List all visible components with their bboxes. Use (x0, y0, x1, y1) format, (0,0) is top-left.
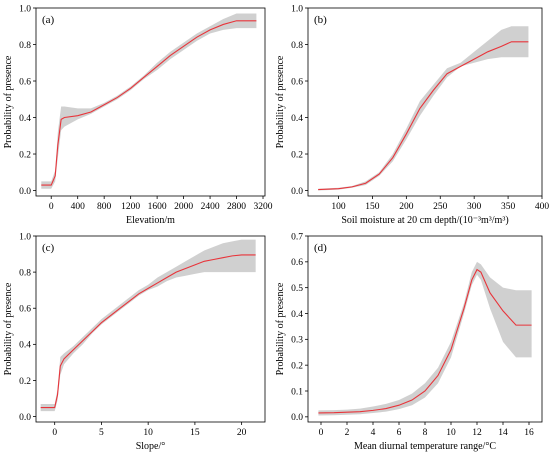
x-axis-title: Slope/° (136, 441, 166, 452)
x-axis-title: Mean diurnal temperature range/°C (354, 441, 496, 452)
x-tick-label: 0 (319, 428, 324, 438)
panel-label: (b) (314, 14, 327, 26)
y-tick-label: 0.6 (19, 305, 31, 315)
x-tick-label: 0 (52, 428, 57, 438)
confidence-band (318, 26, 529, 191)
x-tick-label: 16 (524, 428, 534, 438)
x-tick-label: 150 (365, 202, 380, 212)
plot-frame (35, 7, 266, 197)
x-tick-label: 5 (99, 428, 104, 438)
x-axis-title: Soil moisture at 20 cm depth/(10⁻³m³/m³) (341, 215, 508, 226)
x-tick-label: 10 (143, 428, 153, 438)
y-tick-label: 0.5 (291, 284, 303, 294)
panel-label: (c) (42, 242, 55, 254)
response-curve (41, 20, 257, 186)
response-curve (40, 254, 256, 409)
x-tick-label: 2 (345, 428, 350, 438)
y-tick-label: 0.6 (291, 258, 303, 268)
x-tick-label: 200 (399, 202, 414, 212)
y-tick-label: 0.0 (291, 413, 303, 423)
y-axis-title: Probability of presence (275, 55, 286, 148)
plot-frame (35, 235, 266, 423)
y-tick-label: 1.0 (291, 4, 303, 14)
plot-frame (307, 7, 543, 197)
x-tick-label: 1600 (148, 202, 167, 212)
y-axis-title: Probability of presence (3, 55, 14, 148)
y-tick-label: 0.6 (19, 77, 31, 87)
x-tick-label: 12 (472, 428, 482, 438)
y-tick-label: 0.2 (291, 150, 303, 160)
x-tick-label: 0 (49, 202, 54, 212)
y-tick-label: 0.6 (291, 77, 303, 87)
x-tick-label: 800 (97, 202, 112, 212)
chart-panel-4: 0 2 4 6 8 10 12 14 16 0.0 0.1 0.2 0.3 0.4 0.5 0.6 0.7 (d)… (275, 232, 543, 452)
x-tick-label: 1200 (121, 202, 140, 212)
x-tick-label: 6 (397, 428, 402, 438)
confidence-band (40, 239, 256, 412)
y-tick-label: 0.0 (19, 413, 31, 423)
x-tick-label: 8 (423, 428, 428, 438)
y-tick-label: 0.2 (291, 361, 303, 371)
x-tick-label: 250 (433, 202, 448, 212)
y-axis-title: Probability of presence (275, 282, 286, 375)
chart-panel-1: 0 400 800 1200 1600 2000 2400 2800 3200 0.0 0.2 0.4… (3, 4, 273, 226)
x-tick-label: 400 (535, 202, 550, 212)
y-tick-label: 0.2 (19, 377, 31, 387)
x-axis-title: Elevation/m (126, 215, 175, 226)
x-tick-label: 4 (371, 428, 376, 438)
x-tick-label: 15 (190, 428, 200, 438)
panel-label: (d) (314, 242, 327, 254)
y-tick-label: 1.0 (19, 232, 31, 242)
x-tick-label: 3200 (254, 202, 273, 212)
x-tick-label: 2400 (201, 202, 220, 212)
response-curve (318, 268, 532, 414)
y-tick-label: 0.4 (291, 310, 303, 320)
confidence-band (318, 261, 532, 416)
y-tick-label: 0.7 (291, 232, 303, 242)
x-tick-label: 20 (237, 428, 247, 438)
y-tick-label: 0.0 (19, 187, 31, 197)
y-tick-label: 0.0 (291, 187, 303, 197)
chart-panel-3: 0 5 10 15 20 0.0 0.2 0.4 0.6 0.8 1.0 (c) Slope/° Prob… (3, 232, 266, 452)
x-tick-label: 14 (498, 428, 508, 438)
chart-panel-2: 100 150 200 250 300 350 400 0.0 0.2 0.4 0.6 0.8 1.0 (… (275, 4, 549, 226)
y-tick-label: 0.4 (291, 114, 303, 124)
panel-label: (a) (42, 14, 55, 26)
response-curve (318, 41, 529, 191)
x-tick-label: 2000 (174, 202, 193, 212)
confidence-band (41, 13, 257, 189)
y-axis-title: Probability of presence (3, 282, 14, 375)
x-tick-label: 350 (501, 202, 516, 212)
x-tick-label: 100 (331, 202, 346, 212)
y-tick-label: 0.8 (19, 41, 31, 51)
x-tick-label: 300 (467, 202, 482, 212)
y-tick-label: 0.2 (19, 150, 31, 160)
x-tick-label: 400 (71, 202, 86, 212)
y-tick-label: 1.0 (19, 4, 31, 14)
y-tick-label: 0.1 (291, 387, 303, 397)
x-tick-label: 2800 (227, 202, 246, 212)
y-tick-label: 0.4 (19, 114, 31, 124)
y-tick-label: 0.8 (291, 41, 303, 51)
y-tick-label: 0.4 (19, 341, 31, 351)
y-tick-label: 0.8 (19, 268, 31, 278)
x-tick-label: 10 (446, 428, 456, 438)
y-tick-label: 0.3 (291, 336, 303, 346)
